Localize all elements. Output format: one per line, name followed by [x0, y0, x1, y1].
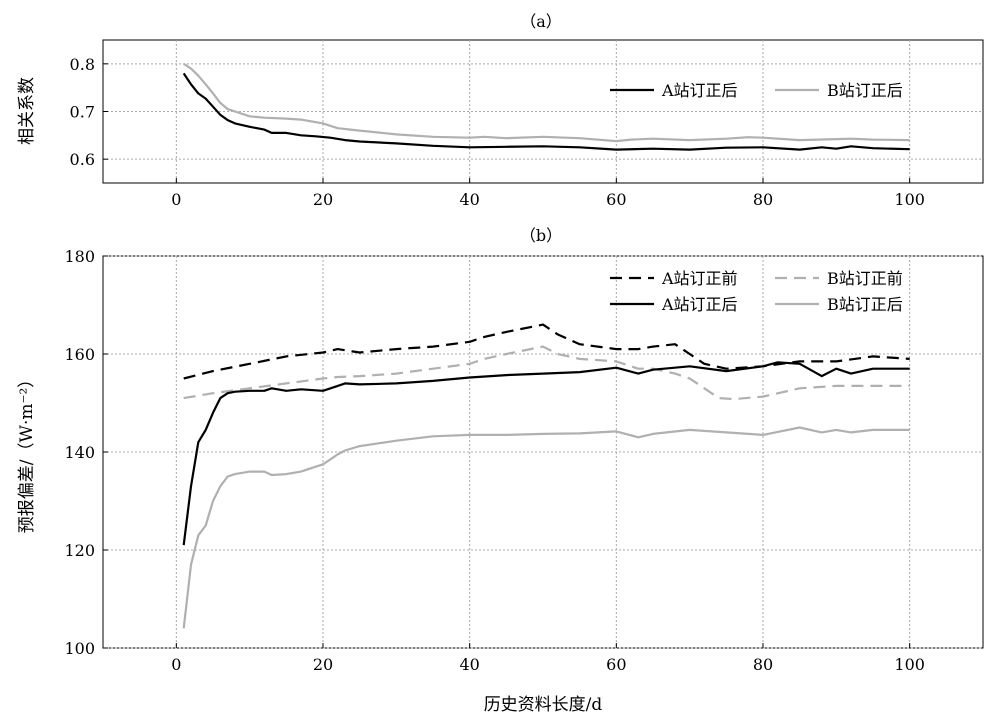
panel-b-legend: A站订正前 B站订正前 A站订正后 B站订正后 [610, 269, 903, 314]
x-tick-label: 20 [313, 190, 333, 209]
y-tick-label: 180 [64, 247, 95, 266]
panel-a-series [182, 62, 910, 151]
series-line-4 [182, 426, 910, 629]
series-line-1 [183, 323, 910, 380]
legend-label-2: B站订正前 [827, 269, 903, 288]
series-line-2 [183, 345, 910, 401]
x-tick-label: 0 [171, 190, 181, 209]
legend-label-3: A站订正后 [661, 295, 738, 314]
y-tick-label: 0.6 [70, 150, 95, 169]
y-tick-label: 0.8 [70, 55, 95, 74]
panel-b-grid [103, 255, 983, 649]
y-tick-label: 140 [64, 443, 95, 462]
x-tick-label: 40 [459, 190, 479, 209]
panel-b-label: （b） [520, 226, 562, 245]
series-line-2 [183, 62, 910, 143]
y-tick-label: 0.7 [70, 103, 95, 122]
panel-a-y-axis-label: 相关系数 [17, 77, 37, 145]
panel-a-axes: 0 20 40 60 80 100 0.6 0.7 0.8 [70, 55, 925, 209]
x-tick-label: 60 [606, 190, 626, 209]
panel-b-x-axis-label: 历史资料长度/d [484, 695, 603, 715]
x-tick-label: 20 [313, 655, 333, 674]
x-tick-label: 80 [753, 190, 773, 209]
panel-a-grid [103, 40, 983, 183]
x-tick-label: 80 [753, 655, 773, 674]
y-tick-label: 120 [64, 541, 95, 560]
legend-label-1: A站订正后 [661, 81, 738, 100]
legend-label-4: B站订正后 [827, 295, 903, 314]
panel-b: （b） 0 20 40 60 80 100 100 120 140 160 180 A站订正前 B站订… [17, 226, 984, 715]
panel-b-series [182, 323, 910, 629]
panel-a: （a） 0 20 40 60 80 100 0.6 0.7 0.8 A站订正后 B站订正后 相关系… [17, 12, 984, 209]
x-tick-label: 100 [894, 655, 925, 674]
y-tick-label: 100 [64, 639, 95, 658]
series-line-3 [182, 361, 910, 546]
series-line-1 [182, 72, 910, 151]
panel-a-legend: A站订正后 B站订正后 [610, 81, 903, 100]
legend-label-1: A站订正前 [661, 269, 738, 288]
x-tick-label: 0 [171, 655, 181, 674]
panel-a-label: （a） [520, 12, 562, 31]
legend-label-2: B站订正后 [827, 81, 903, 100]
x-tick-label: 40 [459, 655, 479, 674]
panel-b-y-axis-label: 预报偏差/（W·m⁻²） [17, 371, 37, 534]
x-tick-label: 60 [606, 655, 626, 674]
panel-b-axes: 0 20 40 60 80 100 100 120 140 160 180 [64, 247, 924, 674]
y-tick-label: 160 [64, 345, 95, 364]
x-tick-label: 100 [894, 190, 925, 209]
